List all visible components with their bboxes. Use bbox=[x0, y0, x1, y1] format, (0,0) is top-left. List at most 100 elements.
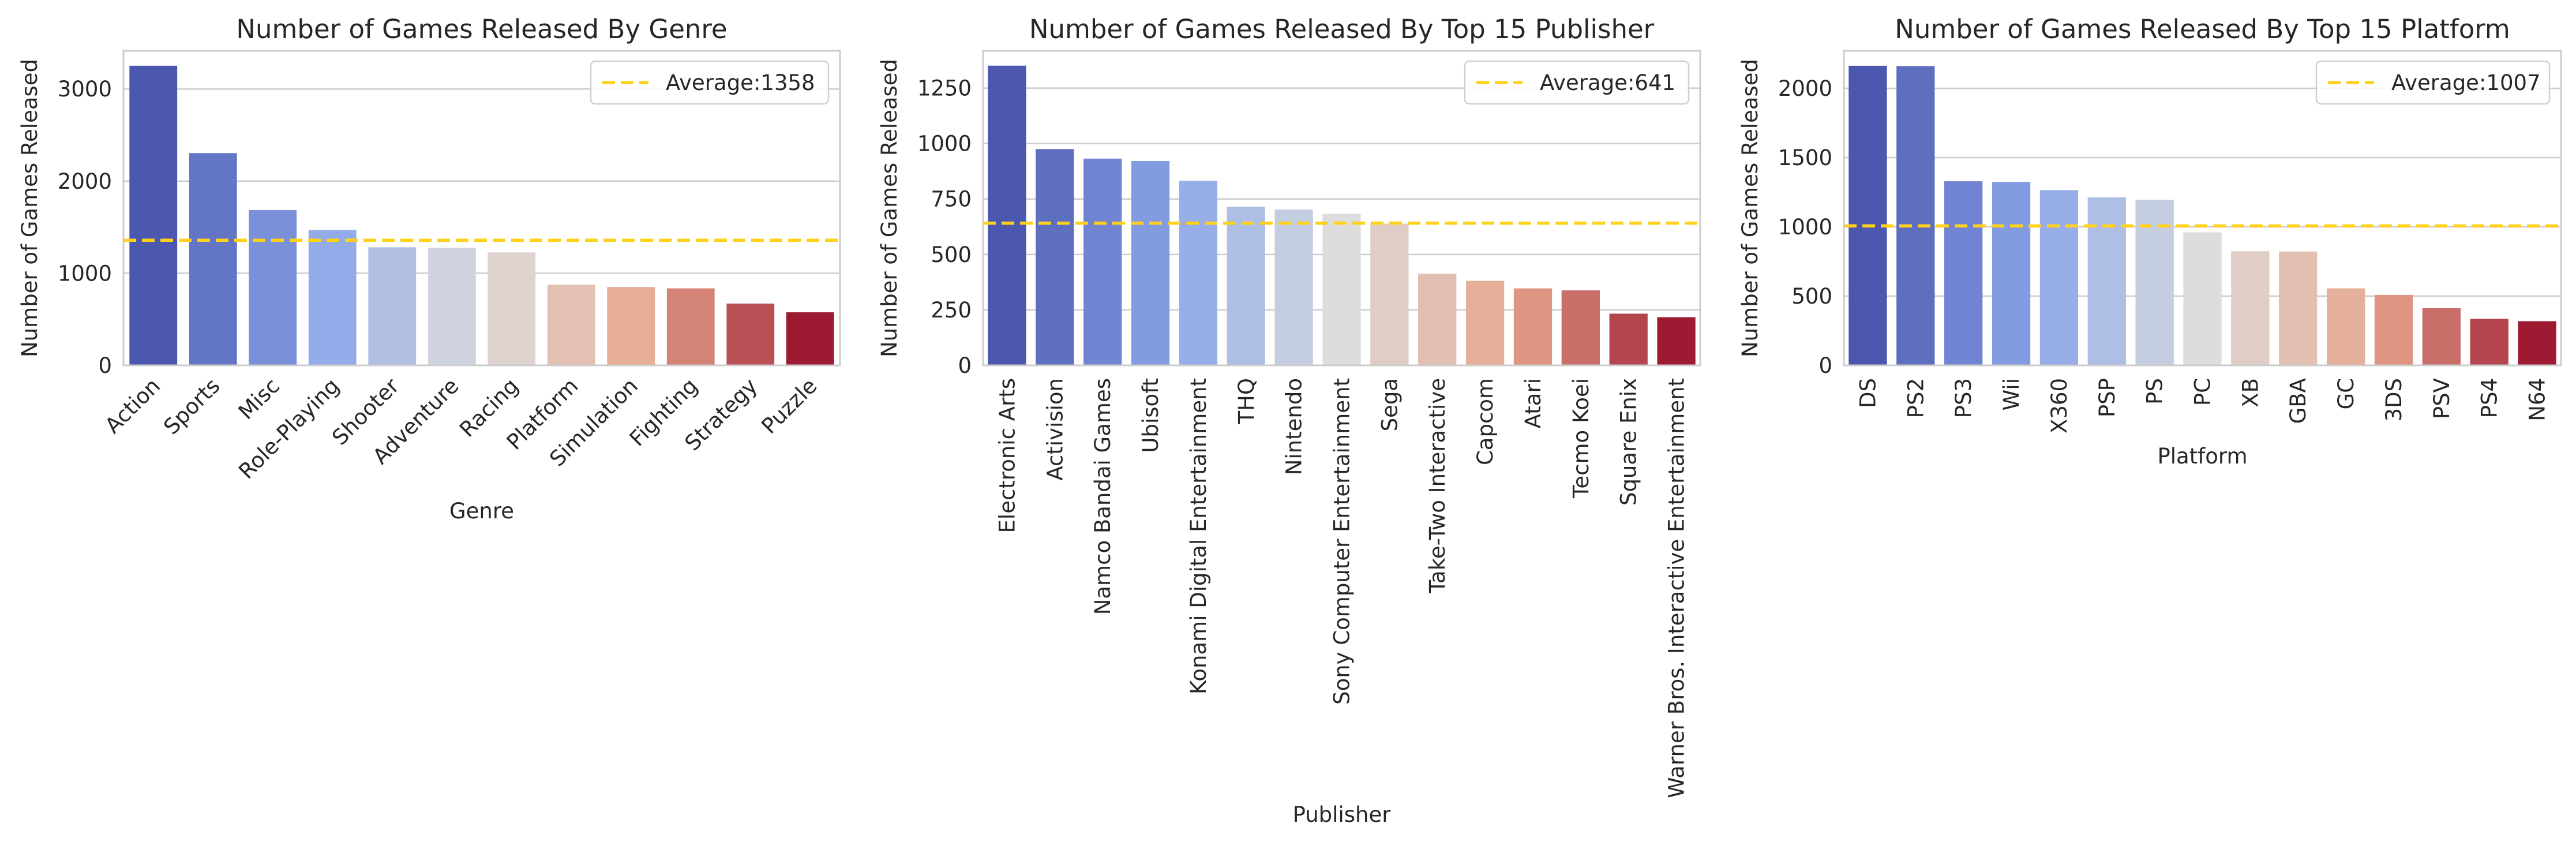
bar-nintendo bbox=[1274, 209, 1313, 365]
x-axis-label: Platform bbox=[2157, 444, 2247, 469]
bar-psp bbox=[2087, 197, 2126, 365]
bar-misc bbox=[249, 210, 297, 365]
x-axis-label: Publisher bbox=[1293, 802, 1392, 827]
bar-simulation bbox=[607, 287, 655, 365]
x-tick-label: PS4 bbox=[2477, 378, 2502, 418]
x-tick-label: Capcom bbox=[1473, 378, 1498, 465]
legend-box bbox=[1464, 60, 1690, 105]
bar-atari bbox=[1513, 288, 1553, 365]
y-tick-label: 1000 bbox=[917, 132, 972, 156]
y-axis-label: Number of Games Released bbox=[877, 59, 902, 357]
bar-shooter bbox=[368, 247, 417, 365]
bar-fighting bbox=[666, 288, 715, 365]
x-tick-label: PS2 bbox=[1903, 378, 1928, 418]
legend-label: Average:1007 bbox=[2391, 70, 2541, 95]
x-tick-label: THQ bbox=[1234, 378, 1259, 425]
bar-namco-bandai-games bbox=[1083, 158, 1122, 365]
x-tick-label: PSP bbox=[2095, 378, 2120, 417]
y-tick-label: 3000 bbox=[58, 77, 112, 102]
x-tick-label: Square Enix bbox=[1617, 378, 1641, 506]
bar-adventure bbox=[428, 248, 476, 365]
legend: Average:641 bbox=[1464, 60, 1690, 105]
x-tick-label: Sony Computer Entertainment bbox=[1330, 378, 1355, 705]
x-tick-label: Misc bbox=[234, 373, 284, 424]
y-axis-label: Number of Games Released bbox=[1738, 59, 1763, 357]
axes-frame bbox=[1843, 50, 2562, 367]
bar-strategy bbox=[726, 303, 775, 365]
bar-racing bbox=[488, 252, 536, 365]
x-tick-label: PSV bbox=[2429, 378, 2454, 419]
x-tick-label: Take-Two Interactive bbox=[1425, 378, 1450, 593]
bar-wii bbox=[1992, 182, 2031, 365]
x-tick-label: Ubisoft bbox=[1138, 378, 1163, 453]
y-tick-label: 0 bbox=[1818, 353, 1832, 378]
bar-capcom bbox=[1465, 281, 1505, 365]
bar-warner-bros-interactive-entertainment bbox=[1657, 317, 1696, 365]
x-tick-label: N64 bbox=[2525, 378, 2550, 421]
x-tick-label: Action bbox=[100, 373, 165, 438]
bar-puzzle bbox=[786, 312, 834, 365]
bar-ps3 bbox=[1944, 181, 1983, 365]
bar-psv bbox=[2422, 308, 2461, 365]
x-tick-label: PC bbox=[2191, 378, 2215, 406]
y-tick-label: 1000 bbox=[1778, 215, 1832, 240]
x-tick-label: Warner Bros. Interactive Entertainment bbox=[1664, 378, 1689, 798]
bar-sega bbox=[1370, 223, 1409, 365]
y-axis-label: Number of Games Released bbox=[17, 59, 42, 357]
x-tick-label: Activision bbox=[1043, 378, 1067, 481]
bar-electronic-arts bbox=[988, 65, 1026, 366]
bar-x360 bbox=[2039, 190, 2079, 365]
x-tick-label: PS bbox=[2143, 378, 2168, 405]
y-tick-label: 2000 bbox=[1778, 76, 1832, 101]
y-tick-label: 750 bbox=[931, 187, 972, 212]
y-tick-label: 2000 bbox=[58, 169, 112, 194]
y-tick-label: 0 bbox=[958, 353, 972, 378]
bar-n64 bbox=[2518, 321, 2556, 365]
y-tick-label: 1250 bbox=[917, 76, 972, 101]
chart-title: Number of Games Released By Top 15 Platf… bbox=[1895, 14, 2510, 44]
bar-platform bbox=[547, 285, 595, 365]
x-tick-label: Konami Digital Entertainment bbox=[1186, 378, 1211, 694]
bar-ubisoft bbox=[1131, 161, 1170, 365]
x-tick-label: X360 bbox=[2047, 378, 2072, 433]
x-tick-label: Atari bbox=[1521, 378, 1546, 428]
bar-gba bbox=[2279, 251, 2318, 365]
bar-gc bbox=[2326, 288, 2365, 365]
x-tick-label: PS3 bbox=[1951, 378, 1976, 418]
x-tick-label: DS bbox=[1855, 378, 1880, 408]
bar-sports bbox=[189, 153, 237, 365]
axes-frame bbox=[122, 50, 841, 367]
x-tick-label: Sports bbox=[159, 373, 224, 439]
chart-title: Number of Games Released By Top 15 Publi… bbox=[1029, 14, 1655, 44]
x-tick-label: 3DS bbox=[2382, 378, 2406, 422]
legend-label: Average:1358 bbox=[666, 70, 815, 95]
x-tick-label: GBA bbox=[2286, 378, 2311, 424]
x-tick-label: Tecmo Koei bbox=[1569, 378, 1593, 499]
x-tick-label: Wii bbox=[1999, 378, 2024, 410]
x-tick-label: Nintendo bbox=[1282, 378, 1307, 475]
axes-frame bbox=[982, 50, 1701, 367]
y-tick-label: 500 bbox=[931, 242, 972, 267]
bar-ps4 bbox=[2470, 319, 2508, 365]
x-tick-label: Sega bbox=[1377, 378, 1402, 431]
y-tick-label: 500 bbox=[1791, 284, 1832, 309]
legend-label: Average:641 bbox=[1540, 70, 1675, 95]
y-tick-label: 250 bbox=[931, 298, 972, 323]
y-tick-label: 1500 bbox=[1778, 145, 1832, 170]
chart-3: 0 500 1000 1500 2000 DS PS2 PS3 Wii X360 PSP PS PC XB… bbox=[1738, 14, 2562, 469]
bar-ds bbox=[1848, 65, 1887, 366]
legend-box bbox=[590, 60, 830, 105]
x-axis-label: Genre bbox=[449, 499, 514, 524]
y-tick-label: 0 bbox=[98, 353, 112, 378]
bar-square-enix bbox=[1609, 313, 1648, 365]
bar-konami-digital-entertainment bbox=[1179, 181, 1218, 365]
bar-xb bbox=[2231, 251, 2270, 365]
chart-title: Number of Games Released By Genre bbox=[236, 14, 727, 44]
chart-2: 0 250 500 750 1000 1250 Electronic Arts Activis… bbox=[877, 14, 1701, 827]
x-tick-label: Puzzle bbox=[756, 373, 822, 439]
bar-activision bbox=[1036, 149, 1074, 365]
legend: Average:1007 bbox=[2315, 60, 2551, 105]
bar-take-two-interactive bbox=[1418, 274, 1457, 365]
